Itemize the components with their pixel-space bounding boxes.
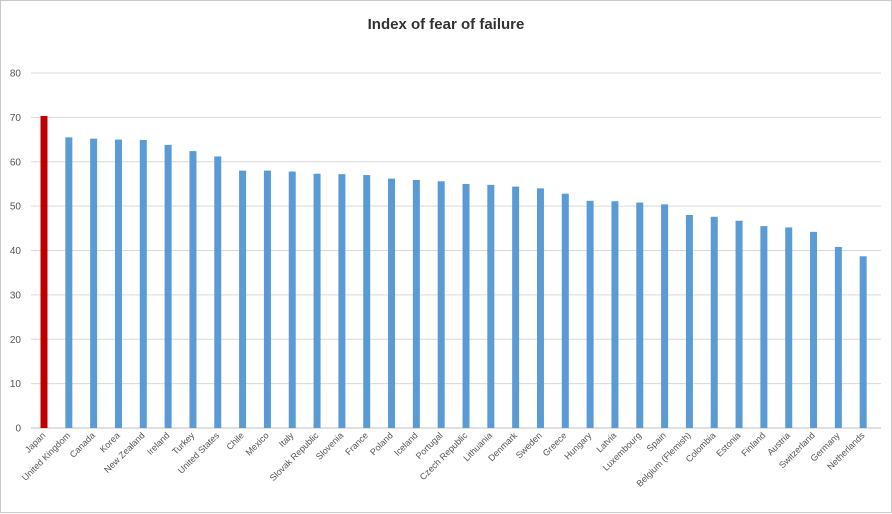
- bar: [65, 137, 73, 428]
- y-tick-label: 10: [10, 379, 22, 390]
- x-tick-label: Slovenia: [314, 430, 345, 461]
- bar: [239, 170, 247, 428]
- bar: [661, 204, 669, 428]
- bar: [164, 144, 172, 428]
- y-axis: 0 10 20 30 40 50 60 70 80: [10, 69, 22, 435]
- bars: [40, 116, 867, 429]
- x-tick-label: Chile: [224, 430, 246, 452]
- x-tick-label: Mexico: [244, 430, 271, 457]
- x-tick-label: Estonia: [714, 430, 742, 458]
- chart-title: Index of fear of failure: [368, 16, 525, 33]
- y-tick-label: 20: [10, 335, 22, 346]
- x-tick-label: Ireland: [145, 430, 172, 457]
- bar: [338, 174, 346, 428]
- bar: [437, 181, 445, 428]
- y-tick-label: 60: [10, 157, 22, 168]
- bar: [288, 171, 296, 428]
- bar: [586, 200, 594, 428]
- bar: [363, 175, 371, 428]
- bar: [735, 220, 743, 428]
- bar: [636, 202, 644, 428]
- y-tick-label: 80: [10, 69, 22, 80]
- bar: [263, 170, 271, 428]
- bar: [412, 179, 420, 428]
- bar: [512, 186, 520, 428]
- y-tick-label: 70: [10, 113, 22, 124]
- bar: [785, 227, 793, 428]
- x-tick-label: Canada: [68, 430, 97, 459]
- y-tick-label: 30: [10, 290, 22, 301]
- bar: [189, 151, 197, 428]
- bar: [685, 215, 693, 428]
- x-tick-label: France: [343, 430, 370, 457]
- bar: [139, 140, 147, 428]
- bar: [536, 188, 544, 428]
- bar: [760, 226, 768, 428]
- x-tick-label: Italy: [277, 430, 296, 449]
- bar: [710, 216, 718, 428]
- bar: [114, 139, 122, 428]
- bar: [40, 116, 48, 428]
- bar: [462, 183, 470, 428]
- y-tick-label: 0: [15, 424, 21, 435]
- bar: [487, 184, 495, 428]
- bar: [859, 256, 867, 428]
- bar: [611, 201, 619, 428]
- gridlines: [31, 72, 881, 429]
- bar: [810, 231, 818, 428]
- bar: [90, 138, 98, 429]
- y-tick-label: 40: [10, 246, 22, 257]
- x-tick-label: Finland: [739, 430, 767, 458]
- x-tick-label: Hungary: [562, 430, 593, 461]
- bar: [834, 246, 842, 428]
- x-tick-label: Spain: [645, 430, 668, 453]
- x-tick-label: Poland: [368, 430, 395, 457]
- bar: [388, 178, 396, 428]
- bar: [214, 156, 222, 429]
- bar: [561, 193, 569, 428]
- x-tick-label: Sweden: [514, 430, 544, 460]
- y-tick-label: 50: [10, 202, 22, 213]
- bar: [313, 173, 321, 428]
